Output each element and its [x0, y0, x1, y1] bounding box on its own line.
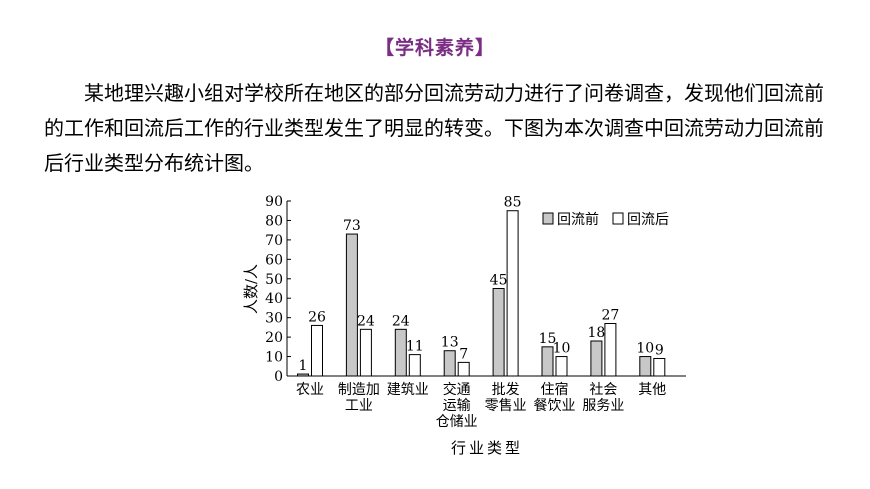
bar-value-label: 10 — [636, 341, 654, 357]
bar-value-label: 24 — [392, 313, 410, 329]
category-label: 农业 — [296, 382, 324, 398]
bar-before — [345, 233, 358, 377]
bar-value-label: 26 — [308, 309, 326, 325]
legend-label-after: 回流后 — [627, 212, 669, 228]
category-label: 仓储业 — [436, 414, 478, 430]
bar-value-label: 73 — [343, 218, 361, 234]
bar-after — [457, 361, 470, 377]
bar-value-label: 1 — [299, 358, 308, 374]
y-tick-label: 70 — [265, 233, 283, 249]
legend-swatch-before — [542, 212, 554, 225]
category-label: 其他 — [638, 382, 666, 398]
bar-before — [394, 328, 407, 377]
x-axis-label: 行业类型 — [451, 439, 523, 457]
section-heading: 【学科素养】 — [374, 37, 495, 59]
bar-after — [555, 356, 568, 377]
y-tick-label: 60 — [265, 252, 283, 268]
category-label: 交通 — [443, 381, 471, 398]
bar-after — [506, 210, 519, 377]
y-tick-label: 10 — [265, 350, 283, 366]
y-tick-label: 30 — [265, 311, 283, 327]
category-label: 批发 — [492, 382, 520, 398]
y-tick-label: 40 — [265, 291, 283, 307]
category-label: 餐饮业 — [534, 398, 576, 414]
category-label: 服务业 — [582, 398, 624, 414]
bar-after — [311, 324, 323, 377]
bar-value-label: 9 — [655, 343, 664, 359]
bar-value-label: 13 — [441, 335, 459, 351]
y-tick-label: 50 — [265, 272, 283, 288]
bar-before — [639, 356, 652, 377]
bar-after — [653, 358, 666, 377]
bar-value-label: 11 — [406, 339, 424, 355]
y-tick-label: 0 — [274, 369, 283, 385]
bar-after — [408, 354, 421, 377]
bar-before — [492, 288, 505, 377]
category-label: 住宿 — [541, 381, 569, 398]
y-tick-label: 90 — [265, 194, 283, 210]
intro-paragraph: 某地理兴趣小组对学校所在地区的部分回流劳动力进行了问卷调查，发现他们回流前的工作… — [44, 81, 824, 175]
bar-value-label: 18 — [587, 325, 605, 341]
bar-before — [541, 346, 554, 377]
category-label: 制造加 — [338, 382, 380, 398]
category-label: 社会 — [589, 382, 617, 398]
y-tick-label: 20 — [265, 330, 283, 346]
category-label: 建筑业 — [387, 382, 429, 398]
bar-value-label: 24 — [357, 313, 375, 329]
bar-value-label: 85 — [504, 195, 522, 211]
bar-after — [359, 328, 372, 377]
category-label: 工业 — [345, 398, 373, 414]
bar-value-label: 45 — [490, 273, 508, 289]
bar-value-label: 15 — [539, 331, 557, 347]
legend-swatch-after — [612, 212, 624, 225]
y-tick-label: 80 — [265, 213, 283, 229]
legend-label-before: 回流前 — [557, 211, 599, 228]
bar-after — [604, 323, 617, 377]
y-axis-label: 人数/人 — [242, 264, 260, 314]
bar-value-label: 10 — [553, 341, 571, 357]
category-label: 零售业 — [485, 398, 527, 414]
category-label: 运输 — [443, 398, 471, 414]
bar-before — [443, 350, 456, 377]
bar-before — [297, 373, 309, 377]
bar-before — [590, 340, 603, 377]
bar-value-label: 7 — [459, 346, 468, 362]
bar-value-label: 27 — [601, 308, 619, 324]
